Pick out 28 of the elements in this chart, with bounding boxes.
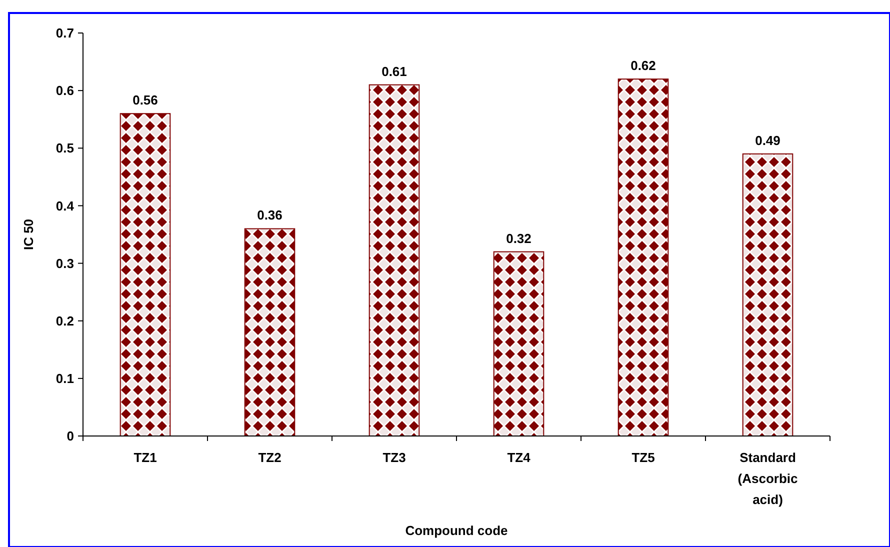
bar bbox=[493, 251, 544, 436]
y-tick-label: 0.4 bbox=[56, 198, 75, 214]
y-tick-label: 0.3 bbox=[56, 256, 74, 271]
data-label: 0.62 bbox=[630, 58, 656, 74]
data-label: 0.36 bbox=[257, 208, 282, 223]
bar bbox=[618, 78, 669, 436]
x-tick-label: TZ5 bbox=[632, 450, 655, 465]
y-tick-label: 0.7 bbox=[56, 26, 74, 41]
data-label: 0.56 bbox=[132, 92, 158, 108]
bar bbox=[368, 84, 420, 436]
x-tick-label: TZ3 bbox=[382, 450, 406, 465]
bar bbox=[742, 153, 794, 436]
bar bbox=[120, 113, 171, 436]
data-label: 0.32 bbox=[506, 230, 532, 246]
x-tick-label: Standard (Ascorbic acid) bbox=[738, 450, 798, 507]
y-tick-label: 0.2 bbox=[56, 313, 74, 328]
x-tick-label: TZ2 bbox=[258, 450, 282, 465]
x-tick-label: TZ4 bbox=[507, 450, 532, 465]
y-tick-label: 0.5 bbox=[56, 140, 74, 156]
y-tick-label: 0 bbox=[66, 428, 74, 444]
x-tick-label: TZ1 bbox=[134, 450, 157, 465]
x-axis-title: Compound code bbox=[405, 523, 508, 538]
y-axis-title: IC 50 bbox=[21, 218, 36, 250]
data-label: 0.61 bbox=[382, 64, 407, 79]
bar bbox=[244, 228, 296, 436]
data-label: 0.49 bbox=[755, 132, 780, 148]
y-tick-label: 0.6 bbox=[56, 83, 74, 98]
y-tick-label: 0.1 bbox=[56, 370, 74, 386]
